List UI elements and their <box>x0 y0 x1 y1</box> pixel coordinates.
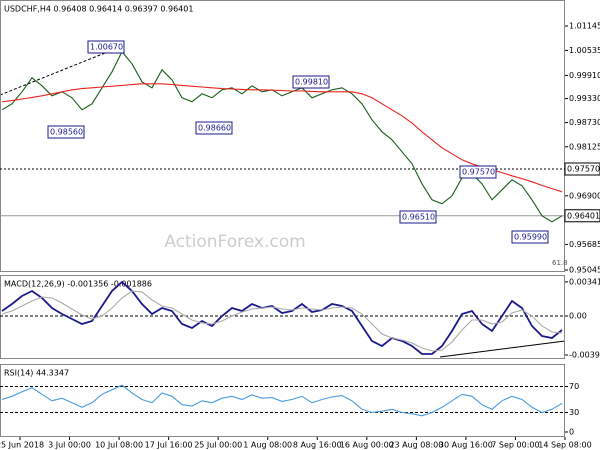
panel-title: RSI(14) 44.3347 <box>4 369 69 378</box>
annotation-box <box>399 210 437 224</box>
annotation: 0.95990 <box>514 233 547 242</box>
fib-label: 61.8 <box>552 259 568 267</box>
x-tick-label: 14 Sep 08:00 <box>538 441 591 450</box>
y-tick-label: 0 <box>569 428 574 437</box>
annotation-box <box>47 125 85 139</box>
level-label: 0.96401 <box>567 211 600 220</box>
x-tick-label: 25 Jul 00:00 <box>194 441 242 450</box>
annotation: 0.99810 <box>295 78 328 87</box>
annotation-box <box>292 75 330 89</box>
y-tick-label: 0.003412 <box>569 277 600 286</box>
series-line <box>1 280 563 355</box>
y-tick-label: 70 <box>569 382 579 391</box>
annotation-box <box>87 40 125 54</box>
annotation: 0.96510 <box>402 213 435 222</box>
x-tick-label: 8 Aug 16:00 <box>293 441 342 450</box>
level-box <box>564 209 600 223</box>
y-tick-label: 30 <box>569 408 579 417</box>
macd-trend-line <box>439 340 566 358</box>
annotation-box <box>511 230 549 244</box>
panel-frame <box>0 275 565 359</box>
x-tick-label: 16 Aug 00:00 <box>340 441 394 450</box>
annotation: 0.98560 <box>50 128 83 137</box>
x-tick-label: 17 Jul 16:00 <box>145 441 193 450</box>
series-line <box>1 83 563 193</box>
panel-frame <box>0 364 565 437</box>
y-tick-label: 0.98125 <box>569 142 600 151</box>
x-tick-label: 23 Aug 08:00 <box>389 441 443 450</box>
annotation: 1.00670 <box>90 43 123 52</box>
y-tick-label: 0.96900 <box>569 191 600 200</box>
x-tick-label: 7 Sep 00:00 <box>491 441 539 450</box>
series-line <box>1 290 563 352</box>
y-tick-label: 0.95685 <box>569 240 600 249</box>
x-tick-label: 3 Jul 00:00 <box>48 441 91 450</box>
y-tick-label: 0.00 <box>569 312 587 321</box>
x-tick-label: 25 Jun 2018 <box>0 441 44 450</box>
y-tick-label: 0.99330 <box>569 94 600 103</box>
y-tick-label: 1.00535 <box>569 46 600 55</box>
y-tick-label: 1.01145 <box>569 22 600 31</box>
watermark: ActionForex.com <box>164 232 305 252</box>
y-tick-label: 0.99910 <box>569 71 600 80</box>
panel-frame <box>0 0 565 272</box>
level-label: 0.97570 <box>567 165 600 174</box>
annotation-box <box>459 165 497 179</box>
panel-title: USDCHF,H4 0.96408 0.96414 0.96397 0.9640… <box>4 5 193 14</box>
annotation-box <box>195 121 233 135</box>
annotation: 0.97570 <box>462 168 495 177</box>
x-tick-label: 30 Aug 16:00 <box>439 441 493 450</box>
annotation: 0.98660 <box>198 124 231 133</box>
series-line <box>1 384 563 417</box>
x-tick-label: 1 Aug 08:00 <box>243 441 292 450</box>
x-tick-label: 10 Jul 08:00 <box>95 441 143 450</box>
level-box <box>564 162 600 176</box>
panel-title: MACD(12,26,9) -0.001356 -0.001886 <box>4 280 152 289</box>
y-tick-label: 0.98730 <box>569 118 600 127</box>
y-tick-label: -0.0039 <box>569 351 600 360</box>
y-tick-label: 0.95045 <box>569 266 600 275</box>
